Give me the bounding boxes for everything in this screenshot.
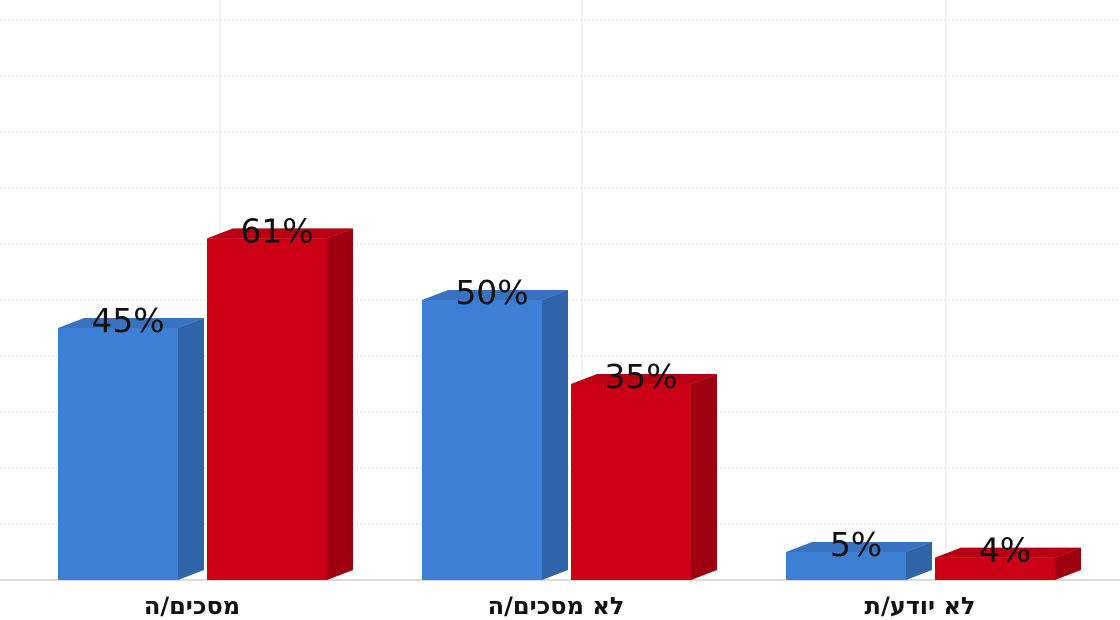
- bar-2-1: [207, 228, 353, 580]
- bar-2-2: [571, 374, 717, 580]
- bar-side-face: [1055, 547, 1081, 580]
- value-label: 61%: [240, 211, 313, 250]
- bar-front-face: [207, 238, 327, 580]
- bar-2-3: [935, 547, 1081, 580]
- bar-side-face: [178, 318, 204, 580]
- category-label: לא מסכים/ה: [488, 592, 625, 620]
- bar-side-face: [906, 542, 932, 580]
- category-labels: מסכים/ה לא מסכים/ה לא יודע/ת: [144, 592, 976, 620]
- value-label: 4%: [979, 531, 1031, 570]
- bars: [58, 228, 1081, 580]
- bar-front-face: [571, 384, 691, 580]
- bar-side-face: [327, 228, 353, 580]
- bar-top-face: [935, 547, 1081, 558]
- bar-top-face: [786, 542, 932, 552]
- bar-1-1: [58, 318, 204, 580]
- value-labels: 45% 50% 5% 61% 35% 4%: [91, 211, 1031, 569]
- bar-top-face: [207, 228, 353, 239]
- bar-1-3: [786, 542, 932, 580]
- bar-front-face: [786, 552, 906, 580]
- bar-side-face: [691, 374, 717, 580]
- bar-top-face: [58, 318, 204, 328]
- value-label: 5%: [830, 525, 882, 564]
- bar-top-face: [422, 290, 568, 300]
- bar-1-2: [422, 290, 568, 580]
- value-label: 35%: [604, 357, 677, 396]
- category-label: לא יודע/ת: [865, 592, 976, 620]
- value-label: 50%: [455, 273, 528, 312]
- bar-front-face: [422, 300, 542, 580]
- bar-front-face: [58, 328, 178, 580]
- bar-front-face: [935, 557, 1055, 580]
- category-label: מסכים/ה: [144, 592, 240, 620]
- bar-side-face: [542, 290, 568, 580]
- value-label: 45%: [91, 301, 164, 340]
- bar-top-face: [571, 374, 717, 384]
